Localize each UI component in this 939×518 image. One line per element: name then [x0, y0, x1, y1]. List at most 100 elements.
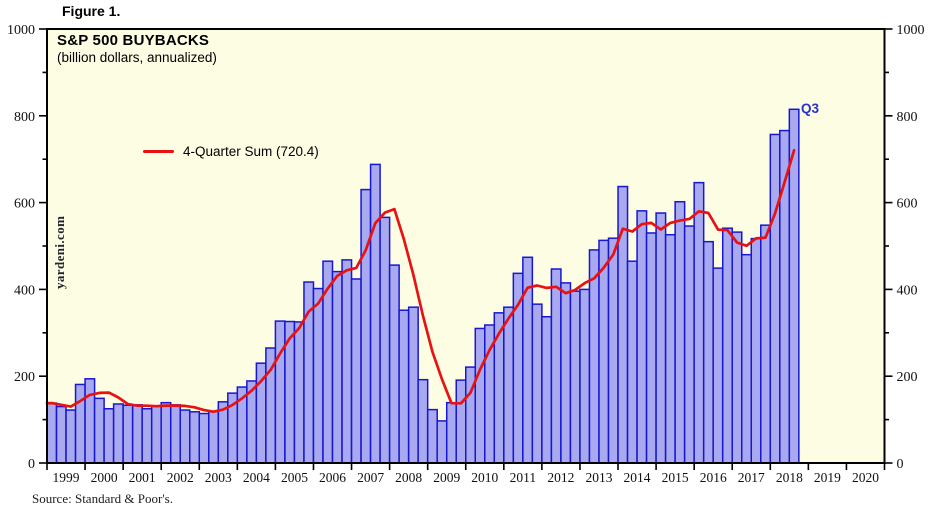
buyback-bar: [360, 188, 372, 464]
buyback-bar: [150, 405, 162, 464]
buyback-bar: [731, 231, 743, 464]
y-tick-label-left: 200: [14, 370, 35, 385]
buyback-bar: [598, 239, 610, 464]
buyback-bar: [350, 278, 362, 464]
buyback-bar: [560, 282, 572, 464]
buyback-bar: [122, 404, 134, 464]
x-tick-label: 2020: [852, 470, 879, 485]
x-tick-label: 2002: [167, 470, 194, 485]
x-tick-label: 2017: [738, 470, 765, 485]
buyback-bar: [445, 401, 457, 464]
buyback-bar: [179, 409, 191, 464]
x-tick-label: 2004: [243, 470, 270, 485]
x-tick-label: 2010: [471, 470, 498, 485]
legend-label: 4-Quarter Sum (720.4): [183, 144, 319, 159]
buyback-bar: [750, 237, 762, 464]
buyback-bar: [46, 402, 58, 464]
buyback-bar: [664, 233, 676, 464]
figure-label: Figure 1.: [62, 3, 121, 19]
y-tick-label-right: 600: [897, 197, 918, 212]
buyback-bar: [455, 379, 467, 464]
y-tick-label-left: 400: [14, 283, 35, 298]
x-tick-label: 2014: [624, 470, 651, 485]
x-tick-label: 1999: [53, 470, 80, 485]
source-note: Source: Standard & Poor's.: [32, 491, 173, 506]
buyback-bar: [579, 288, 591, 464]
buyback-bar: [379, 216, 391, 464]
x-tick-label: 2003: [205, 470, 232, 485]
buyback-bar: [293, 321, 305, 464]
y-tick-label-left: 800: [14, 110, 35, 125]
buyback-bar: [645, 232, 657, 464]
buyback-bar: [674, 200, 686, 464]
buyback-bar: [141, 408, 153, 464]
buyback-bar: [112, 403, 124, 464]
buyback-bar: [312, 287, 324, 464]
buyback-bar: [198, 412, 210, 464]
buyback-bar: [607, 237, 619, 464]
buyback-bar: [388, 264, 400, 464]
buyback-bar: [588, 249, 600, 464]
watermark-yardeni: yardeni.com: [52, 215, 67, 289]
y-tick-label-left: 600: [14, 197, 35, 212]
buyback-bar: [131, 404, 143, 464]
y-tick-label-right: 1000: [897, 23, 925, 38]
y-tick-label-right: 800: [897, 110, 918, 125]
buyback-bar: [702, 240, 714, 464]
buyback-bar: [712, 267, 724, 464]
buyback-bar: [331, 270, 343, 464]
x-tick-label: 2016: [700, 470, 727, 485]
y-tick-label-right: 200: [897, 370, 918, 385]
buyback-bar: [683, 225, 695, 464]
buyback-bar: [503, 306, 515, 464]
buyback-bar: [740, 253, 753, 464]
legend-line-swatch: [143, 150, 174, 153]
buyback-bar: [636, 210, 648, 464]
chart-title: S&P 500 BUYBACKS: [57, 32, 210, 49]
buyback-bar: [721, 227, 733, 464]
buyback-bar: [208, 410, 220, 464]
buyback-bar: [693, 181, 705, 464]
legend: 4-Quarter Sum (720.4): [143, 144, 319, 159]
buyback-bar: [407, 306, 419, 464]
buyback-bar: [436, 420, 448, 464]
x-tick-label: 2005: [281, 470, 308, 485]
buyback-bar: [474, 327, 486, 464]
buyback-bar: [550, 268, 562, 464]
x-tick-label: 2013: [585, 470, 612, 485]
x-tick-label: 2012: [547, 470, 574, 485]
buyback-bar: [398, 309, 410, 464]
buyback-bar: [541, 315, 553, 464]
x-tick-label: 2008: [395, 470, 422, 485]
four-quarter-sum-line: [45, 148, 796, 414]
x-tick-label: 2019: [814, 470, 841, 485]
x-tick-label: 2001: [129, 470, 156, 485]
chart-subtitle: (billion dollars, annualized): [57, 50, 217, 65]
x-tick-label: 2018: [776, 470, 803, 485]
buyback-bar: [626, 260, 638, 464]
buyback-bar: [74, 383, 86, 464]
x-tick-label: 2000: [91, 470, 118, 485]
y-tick-label-right: 400: [897, 283, 918, 298]
buyback-bar: [55, 405, 67, 464]
buyback-bar: [169, 404, 181, 464]
buyback-bar: [531, 303, 543, 464]
x-tick-label: 2015: [662, 470, 689, 485]
x-tick-label: 2009: [433, 470, 460, 485]
plot-frame: [46, 28, 886, 464]
buyback-bar: [274, 320, 286, 464]
buyback-bar: [341, 259, 353, 464]
buyback-bar: [189, 411, 201, 464]
buyback-bar: [512, 272, 524, 464]
y-tick-label-right: 0: [897, 457, 904, 472]
buyback-bar: [103, 408, 115, 464]
buyback-bar: [426, 408, 438, 464]
buyback-bar: [760, 224, 772, 464]
x-tick-label: 2011: [510, 470, 537, 485]
x-tick-label: 2006: [319, 470, 346, 485]
buyback-bar: [417, 378, 429, 464]
y-tick-label-left: 0: [28, 457, 35, 472]
buyback-bar: [655, 212, 667, 464]
